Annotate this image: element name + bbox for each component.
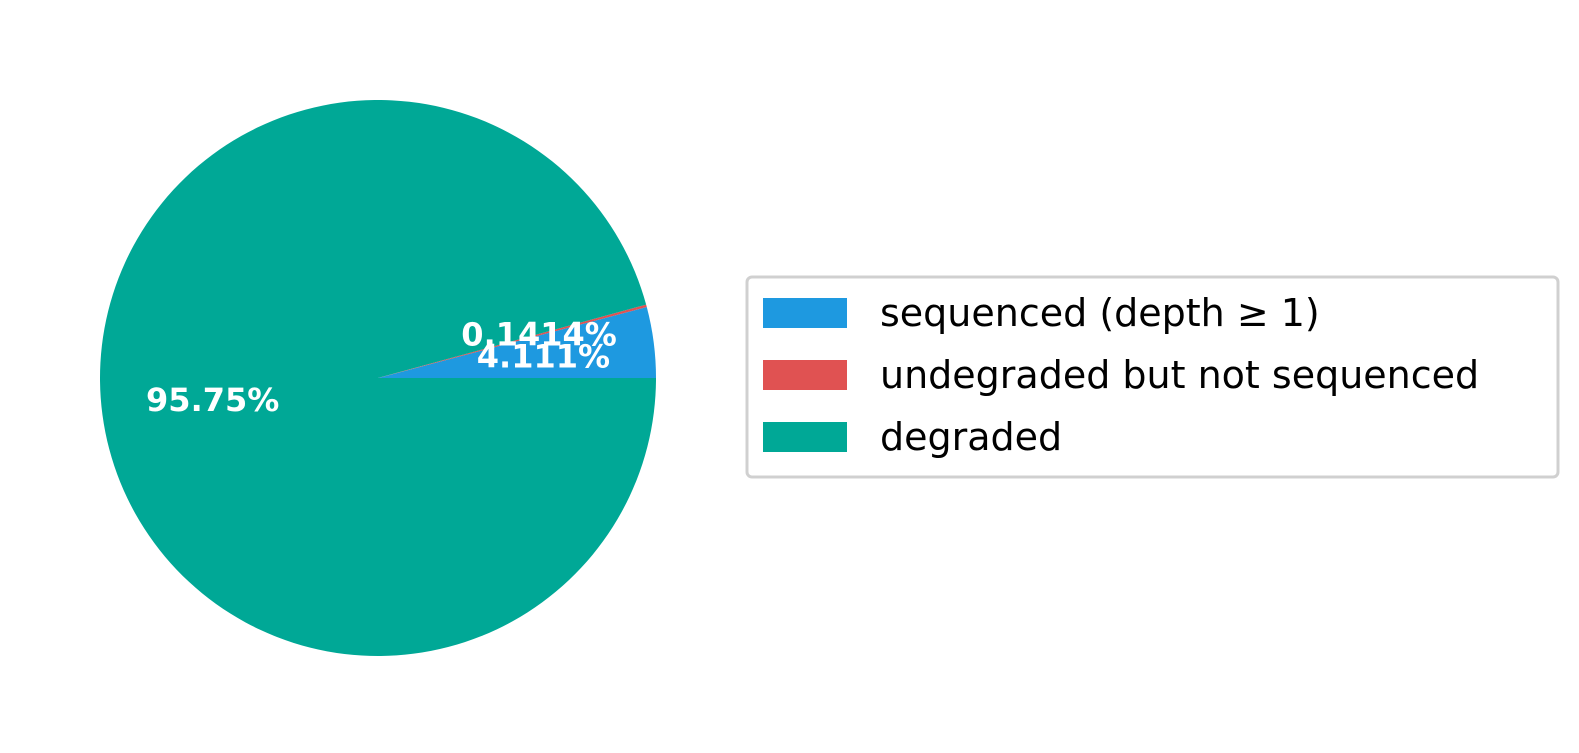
pie-slice-2	[100, 100, 657, 657]
pie-slice-0	[378, 306, 656, 378]
pie-labels: 4.111%0.1414% 95.75%	[146, 316, 617, 420]
pie-slice-label-1: 0.1414%	[461, 316, 617, 354]
legend-box	[745, 275, 1560, 479]
legend-label-0: sequenced (depth ≥ 1)	[880, 291, 1320, 335]
pie-slices	[100, 100, 657, 657]
legend: sequenced (depth ≥ 1) undegraded but not …	[745, 275, 1560, 479]
pie-slice-1	[378, 304, 647, 378]
legend-label-2: degraded	[880, 415, 1062, 459]
legend-swatch-0	[763, 298, 847, 328]
legend-label-1: undegraded but not sequenced	[880, 353, 1479, 397]
legend-swatch-1	[763, 360, 847, 390]
legend-swatch-2	[763, 422, 847, 452]
pie-slice-label-0: 4.111%	[477, 338, 610, 376]
pie-slice-label-2: 95.75%	[146, 381, 279, 419]
